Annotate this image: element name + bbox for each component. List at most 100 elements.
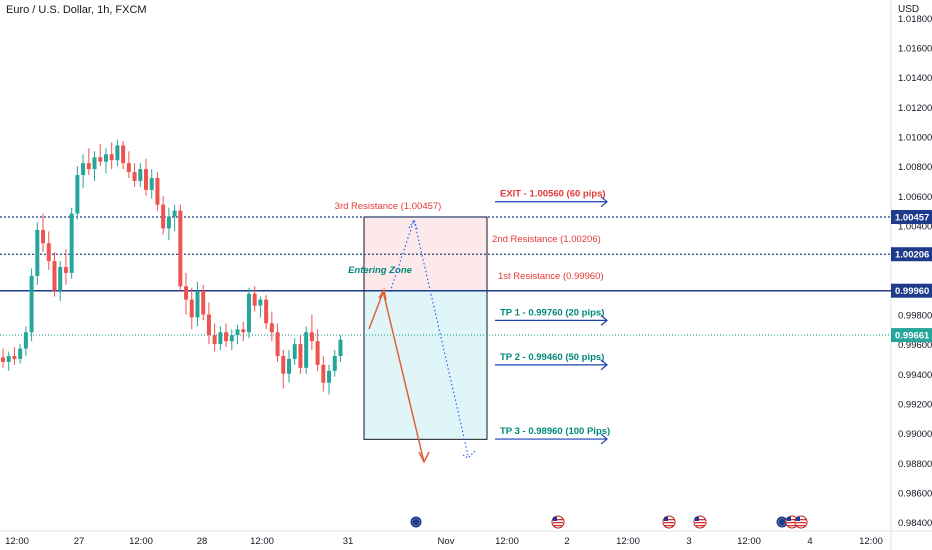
- candle-body: [235, 329, 240, 336]
- candle-body: [69, 213, 74, 273]
- candle-body: [184, 286, 189, 300]
- candle-body: [1, 357, 5, 362]
- candle-body: [81, 163, 86, 176]
- orange-path-up: [368, 289, 385, 330]
- blue-arrow-head-down: [462, 450, 476, 459]
- flag-eu-icon[interactable]: [409, 515, 423, 529]
- candle-body: [287, 358, 291, 374]
- candle-body: [304, 332, 309, 368]
- candle-body: [189, 299, 194, 318]
- candle-body: [75, 175, 80, 214]
- x-tick-label: 12:00: [859, 536, 883, 547]
- x-tick-label: 12:00: [5, 536, 29, 547]
- candle-body: [132, 172, 137, 181]
- flag-us-canton: [553, 517, 557, 521]
- x-tick-label: 12:00: [737, 536, 761, 547]
- flag-us-stripe: [664, 522, 674, 524]
- orange-path-down: [382, 290, 425, 463]
- x-tick-label: 28: [197, 536, 208, 547]
- flag-us-stripe: [553, 519, 563, 521]
- x-tick-label: 12:00: [616, 536, 640, 547]
- candle-body: [109, 154, 114, 161]
- candle-body: [172, 210, 177, 217]
- candle-body: [35, 229, 40, 276]
- target-arrow-head: [600, 314, 608, 326]
- flag-us-icon[interactable]: [785, 515, 799, 529]
- flag-us-stripe: [796, 522, 806, 524]
- flag-us-canton: [787, 517, 791, 521]
- price-tag: [891, 247, 932, 262]
- flag-us-stripe: [695, 525, 705, 527]
- candle-body: [92, 157, 97, 170]
- entering-zone-label: Entering Zone: [348, 265, 413, 276]
- flag-us-icon[interactable]: [551, 515, 565, 529]
- flag-us-stripe: [787, 519, 797, 521]
- candle-body: [269, 323, 274, 333]
- flag-us-stripe: [796, 525, 806, 527]
- flag-us-icon[interactable]: [794, 515, 808, 529]
- target-arrow-head: [600, 359, 608, 371]
- target-zone: [364, 290, 487, 440]
- flag-us-stripe: [664, 525, 674, 527]
- x-tick-label: 27: [74, 536, 85, 547]
- candle-body: [315, 341, 320, 365]
- flag-eu-circle: [409, 515, 423, 529]
- candle-body: [138, 169, 143, 181]
- currency-label: USD: [898, 4, 920, 15]
- flag-us-canton: [695, 517, 699, 521]
- flag-us-stripe: [664, 519, 674, 521]
- y-tick-label: 1.01200: [898, 103, 932, 114]
- price-tag: [891, 283, 932, 298]
- candle-body: [149, 177, 154, 190]
- candle-body: [338, 339, 343, 356]
- x-tick-label: 12:00: [129, 536, 153, 547]
- flag-us-canton: [664, 517, 668, 521]
- x-tick-label: 3: [686, 536, 691, 547]
- candle-body: [86, 163, 91, 170]
- candle-body: [58, 266, 63, 291]
- candle-body: [195, 290, 200, 318]
- y-tick-label: 0.99600: [898, 340, 932, 351]
- y-tick-label: 0.99200: [898, 399, 932, 410]
- candle-body: [12, 355, 17, 359]
- candle-body: [155, 177, 160, 205]
- price-tag-label: 1.00206: [895, 250, 929, 261]
- candle-body: [63, 266, 68, 273]
- flag-us-stripe: [695, 522, 705, 524]
- target-label: EXIT - 1.00560 (60 pips): [500, 189, 606, 200]
- y-tick-label: 0.99400: [898, 370, 932, 381]
- x-tick-label: Nov: [438, 536, 455, 547]
- candle-body: [258, 299, 263, 306]
- y-tick-label: 1.00400: [898, 221, 932, 232]
- blue-dotted-path: [389, 217, 469, 456]
- candle-body: [275, 332, 280, 356]
- candle-body: [327, 370, 332, 383]
- flag-us-stripe: [695, 519, 705, 521]
- y-tick-label: 1.01000: [898, 132, 932, 143]
- second-resistance-label: 2nd Resistance (1.00206): [492, 234, 601, 245]
- candle-body: [229, 335, 234, 342]
- flag-us-canton: [796, 517, 800, 521]
- candle-body: [166, 216, 171, 229]
- candle-body: [144, 169, 148, 190]
- candle-body: [309, 332, 314, 342]
- candle-body: [98, 157, 103, 162]
- candle-body: [218, 332, 223, 345]
- y-tick-label: 0.98800: [898, 459, 932, 470]
- flag-us-stripe: [796, 519, 806, 521]
- y-tick-label: 0.98400: [898, 518, 932, 529]
- price-tag-label: 0.99960: [895, 286, 929, 297]
- candle-body: [292, 344, 297, 359]
- candle-body: [29, 275, 34, 333]
- flag-eu-stars: [412, 518, 420, 526]
- candle-body: [126, 163, 131, 173]
- x-tick-label: 2: [564, 536, 569, 547]
- target-label: TP 1 - 0.99760 (20 pips): [500, 307, 604, 318]
- flag-us-icon[interactable]: [662, 515, 676, 529]
- y-tick-label: 1.00800: [898, 162, 932, 173]
- orange-arrow-head-up: [378, 288, 387, 301]
- candle-body: [201, 290, 206, 315]
- flag-us-icon[interactable]: [693, 515, 707, 529]
- candle-body: [224, 332, 229, 342]
